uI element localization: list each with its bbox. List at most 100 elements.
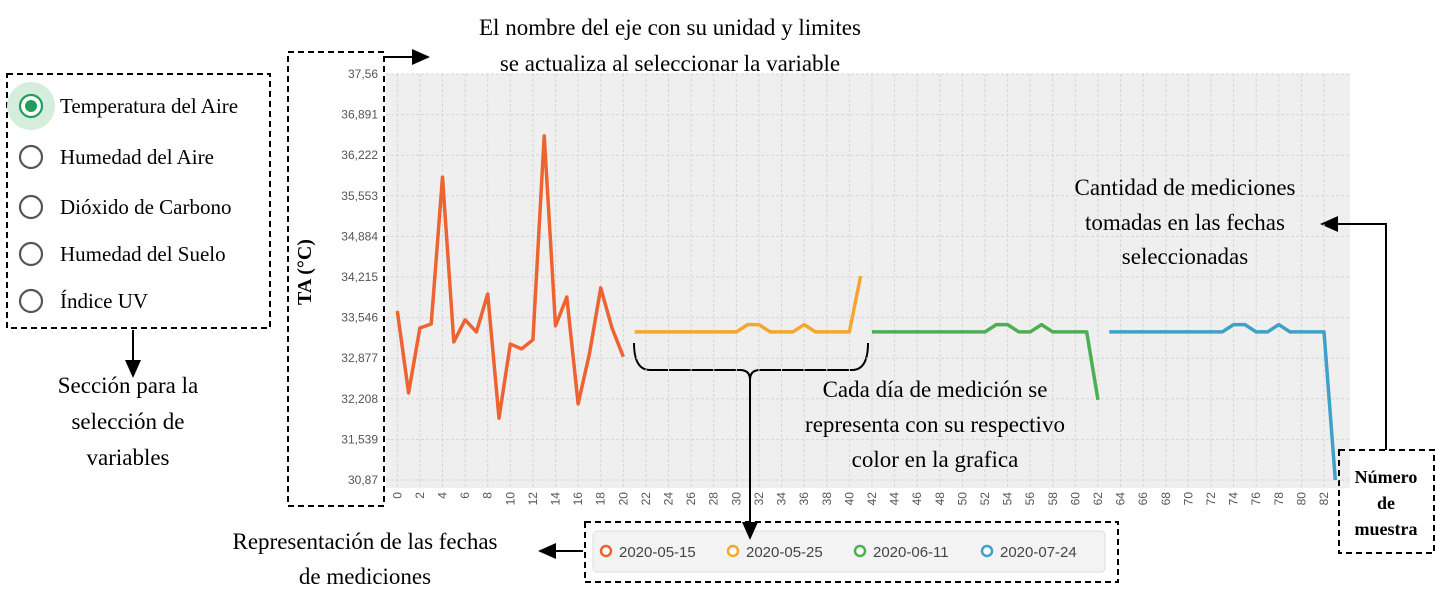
annotation: se actualiza al seleccionar la variable bbox=[500, 51, 840, 76]
legend-marker bbox=[980, 544, 994, 558]
annotation: color en la grafica bbox=[852, 447, 1019, 472]
x-tick-label: 60 bbox=[1068, 492, 1082, 506]
y-tick-label: 32,877 bbox=[341, 351, 378, 365]
x-tick-label: 42 bbox=[865, 492, 879, 506]
legend-label: 2020-07-24 bbox=[1000, 544, 1077, 561]
line bbox=[1109, 322, 1338, 481]
x-tick-label: 14 bbox=[549, 492, 563, 506]
y-tick-label: 32,208 bbox=[341, 392, 378, 406]
annotation: tomadas en las fechas bbox=[1085, 210, 1285, 235]
y-tick-label: 35,553 bbox=[341, 189, 378, 203]
x-tick-label: 46 bbox=[910, 492, 924, 506]
annotation: El nombre del eje con su unidad y limite… bbox=[479, 15, 861, 40]
x-axis-label: muestra bbox=[1355, 519, 1418, 539]
selection-box bbox=[6, 73, 271, 329]
x-tick-label: 48 bbox=[933, 492, 947, 506]
radio-button[interactable] bbox=[18, 144, 44, 170]
radio-label[interactable]: Humedad del Suelo bbox=[60, 242, 226, 266]
legend-box bbox=[584, 521, 1119, 583]
x-axis-label: de bbox=[1377, 493, 1395, 513]
arrow bbox=[1320, 216, 1387, 450]
x-tick-label: 50 bbox=[955, 492, 969, 506]
annotation: seleccionadas bbox=[1122, 244, 1248, 269]
radio-dot bbox=[25, 100, 37, 112]
x-tick-label: 38 bbox=[820, 492, 834, 506]
annotation: selección de bbox=[71, 409, 184, 434]
legend-label: 2020-05-15 bbox=[619, 544, 696, 561]
x-tick-label: 8 bbox=[481, 492, 495, 499]
line bbox=[871, 322, 1100, 401]
x-tick-label: 72 bbox=[1204, 492, 1218, 506]
x-tick-label: 70 bbox=[1181, 492, 1195, 506]
x-tick-label: 6 bbox=[458, 492, 472, 499]
x-tick-label: 62 bbox=[1091, 492, 1105, 506]
x-tick-label: 68 bbox=[1159, 492, 1173, 506]
radio-label[interactable]: Dióxido de Carbono bbox=[60, 195, 231, 219]
annotation: Cada día de medición se bbox=[823, 377, 1048, 402]
legend-marker bbox=[853, 544, 867, 558]
x-tick-label: 74 bbox=[1227, 492, 1241, 506]
plot-background bbox=[386, 74, 1350, 488]
x-tick-label: 44 bbox=[888, 492, 902, 506]
radio-button[interactable] bbox=[18, 194, 44, 220]
line bbox=[634, 275, 863, 334]
x-tick-label: 40 bbox=[842, 492, 856, 506]
x-tick-label: 20 bbox=[616, 492, 630, 506]
x-tick-label: 0 bbox=[390, 492, 404, 499]
annotation: Sección para la bbox=[58, 373, 198, 398]
annotation: representa con su respectivo bbox=[805, 412, 1065, 437]
x-tick-label: 64 bbox=[1114, 492, 1128, 506]
x-tick-label: 16 bbox=[571, 492, 585, 506]
x-tick-label: 22 bbox=[639, 492, 653, 506]
annotation: Cantidad de mediciones bbox=[1075, 175, 1296, 200]
x-tick-label: 10 bbox=[503, 492, 517, 506]
x-tick-label: 26 bbox=[684, 492, 698, 506]
x-tick-label: 32 bbox=[752, 492, 766, 506]
x-tick-label: 78 bbox=[1272, 492, 1286, 506]
radio-button[interactable] bbox=[18, 241, 44, 267]
legend-label: 2020-06-11 bbox=[873, 544, 949, 561]
x-tick-label: 54 bbox=[1001, 492, 1015, 506]
x-axis-label: Número bbox=[1355, 467, 1418, 487]
y-tick-label: 30,87 bbox=[348, 473, 378, 487]
y-tick-label: 34,215 bbox=[341, 270, 378, 284]
axis-box bbox=[287, 51, 385, 507]
radio-label[interactable]: Índice UV bbox=[60, 289, 148, 313]
x-tick-label: 12 bbox=[526, 492, 540, 506]
y-tick-label: 37,56 bbox=[348, 67, 378, 81]
x-tick-label: 4 bbox=[436, 492, 450, 499]
x-tick-label: 52 bbox=[978, 492, 992, 506]
x-tick-label: 30 bbox=[729, 492, 743, 506]
y-tick-label: 31,539 bbox=[341, 432, 378, 446]
x-tick-label: 18 bbox=[594, 492, 608, 506]
annotation: variables bbox=[86, 445, 169, 470]
x-tick-label: 34 bbox=[775, 492, 789, 506]
y-tick-label: 34,884 bbox=[341, 229, 378, 243]
radio-button[interactable] bbox=[18, 288, 44, 314]
legend-marker bbox=[726, 544, 740, 558]
y-tick-label: 36,891 bbox=[341, 108, 378, 122]
y-tick-label: 36,222 bbox=[341, 148, 378, 162]
x-tick-label: 56 bbox=[1023, 492, 1037, 506]
y-tick-label: 33,546 bbox=[341, 311, 378, 325]
x-tick-label: 76 bbox=[1249, 492, 1263, 506]
radio-label[interactable]: Temperatura del Aire bbox=[60, 94, 238, 118]
x-tick-label: 58 bbox=[1046, 492, 1060, 506]
annotation: Representación de las fechas bbox=[232, 529, 497, 554]
legend-panel bbox=[592, 530, 1106, 573]
x-tick-label: 36 bbox=[797, 492, 811, 506]
x-tick-label: 66 bbox=[1136, 492, 1150, 506]
y-axis-label: TA (°C) bbox=[294, 239, 316, 305]
legend-label: 2020-05-25 bbox=[746, 544, 823, 561]
x-tick-label: 82 bbox=[1317, 492, 1331, 506]
line bbox=[395, 134, 625, 420]
legend-marker bbox=[599, 544, 613, 558]
xlabel-box bbox=[1338, 449, 1435, 554]
x-tick-label: 24 bbox=[662, 492, 676, 506]
x-tick-label: 2 bbox=[413, 492, 427, 499]
annotation: de mediciones bbox=[299, 564, 431, 589]
x-tick-label: 28 bbox=[707, 492, 721, 506]
radio-label[interactable]: Humedad del Aire bbox=[60, 145, 214, 169]
